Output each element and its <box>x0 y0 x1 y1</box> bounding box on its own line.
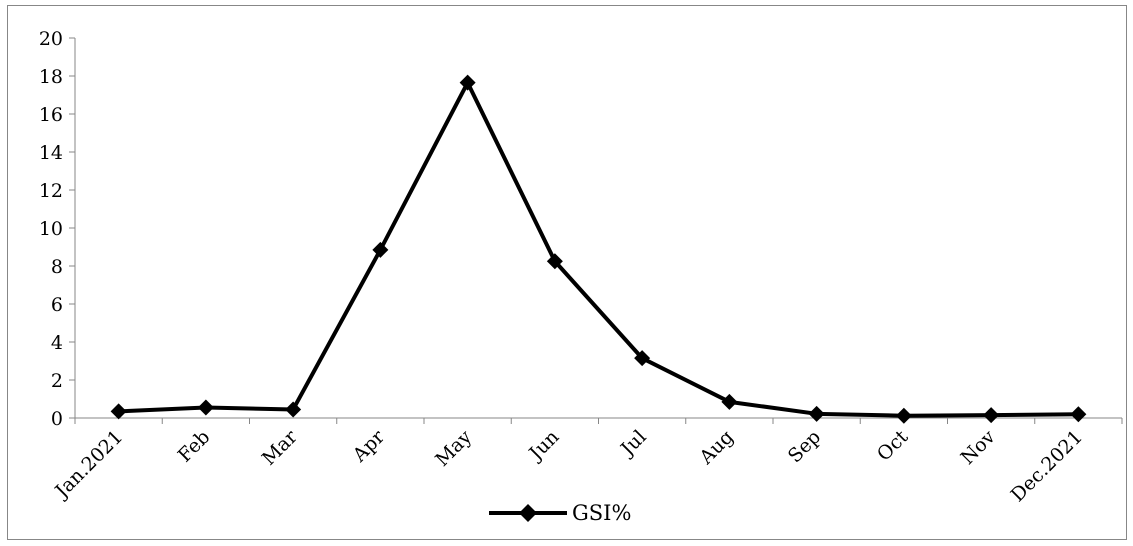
data-point-marker <box>634 350 651 367</box>
x-tick-label: Dec.2021 <box>1007 426 1087 506</box>
chart-axes <box>74 38 1122 419</box>
legend-label-gsi: GSI% <box>572 501 631 525</box>
x-tick-label: Jul <box>615 426 650 461</box>
y-tick-label: 10 <box>39 218 63 240</box>
x-tick-label: Jan.2021 <box>50 426 127 503</box>
x-tick-label: Nov <box>957 426 1000 469</box>
data-point-marker <box>459 74 476 91</box>
x-axis-ticks: Jan.2021 Feb Mar Apr May Jun Jul Aug Sep Oct Nov De… <box>50 418 1123 506</box>
y-tick-label: 18 <box>39 66 63 88</box>
x-tick-label: May <box>431 426 476 471</box>
y-tick-label: 4 <box>51 332 63 354</box>
x-tick-label: Apr <box>348 425 390 467</box>
y-tick-label: 0 <box>51 408 63 430</box>
data-point-marker <box>1070 406 1087 423</box>
x-tick-label: Sep <box>784 426 825 467</box>
x-tick-label: Oct <box>873 426 913 466</box>
data-point-marker <box>895 407 912 424</box>
y-tick-label: 14 <box>39 142 63 164</box>
data-point-marker <box>285 401 302 418</box>
x-tick-label: Feb <box>174 426 215 467</box>
x-tick-label: Aug <box>695 426 738 469</box>
data-point-marker <box>546 253 563 270</box>
data-point-marker <box>983 407 1000 424</box>
series-line-gsi <box>118 80 1079 418</box>
series-markers <box>110 74 1087 424</box>
y-tick-label: 6 <box>51 294 63 316</box>
y-axis-ticks: 0 2 4 6 8 10 12 14 16 18 20 <box>39 28 75 430</box>
y-tick-label: 2 <box>51 370 63 392</box>
data-point-marker <box>721 393 738 410</box>
legend-diamond-marker <box>519 504 537 522</box>
legend: GSI% <box>489 501 631 525</box>
y-tick-label: 12 <box>39 180 63 202</box>
x-tick-label: Mar <box>258 425 302 469</box>
data-point-marker <box>808 405 825 422</box>
data-point-marker <box>372 241 389 258</box>
y-tick-label: 16 <box>39 104 63 126</box>
series-lines <box>118 80 1079 418</box>
y-tick-label: 8 <box>51 256 63 278</box>
y-tick-label: 20 <box>39 28 63 50</box>
x-tick-label: Jun <box>524 426 564 466</box>
data-point-marker <box>197 399 214 416</box>
data-point-marker <box>110 403 127 420</box>
